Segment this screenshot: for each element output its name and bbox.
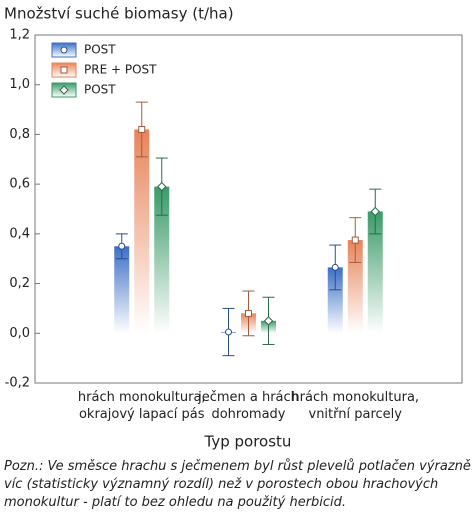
x-tick-label: hrách monokultura, vnitřní parcely	[291, 390, 420, 422]
point-marker	[370, 206, 380, 217]
x-tick-label: hrách monokultura, okrajový lapací pás	[77, 390, 206, 422]
y-tick-label: 0,8	[9, 127, 30, 142]
point-marker	[331, 263, 339, 271]
y-tick-label: 0,0	[9, 326, 30, 341]
point-marker	[245, 309, 252, 317]
y-tick-label: 1,2	[9, 28, 30, 43]
y-tick-label: -0,2	[5, 376, 30, 391]
y-tick-label: 0,6	[9, 177, 30, 192]
bar	[154, 186, 170, 334]
point-marker	[60, 66, 68, 74]
x-axis-label: Typ porostu	[204, 433, 292, 451]
legend-label: POST	[84, 83, 116, 97]
point-marker	[60, 46, 68, 54]
bar	[347, 240, 363, 334]
chart-title: Množství suché biomasy (t/ha)	[4, 5, 234, 23]
point-marker	[351, 236, 359, 244]
y-tick-label: 0,2	[9, 276, 30, 291]
bar	[134, 129, 150, 334]
note: Pozn.: Ve směsce hrachu s ječmenem byl r…	[4, 459, 471, 510]
bar	[114, 246, 130, 334]
bar	[327, 267, 343, 334]
point-marker	[263, 316, 274, 326]
point-marker	[59, 85, 69, 95]
y-tick-label: 0,4	[9, 226, 30, 241]
point-marker	[157, 181, 167, 192]
legend-label: PRE + POST	[84, 63, 157, 77]
legend-label: POST	[84, 43, 116, 57]
x-tick-label: ječmen a hrách dohromady	[198, 390, 299, 422]
bar	[367, 211, 383, 334]
point-marker	[138, 125, 146, 133]
point-marker	[225, 328, 232, 336]
point-marker	[118, 242, 126, 250]
plot-frame	[34, 34, 463, 384]
y-tick-label: 1,0	[9, 77, 30, 92]
